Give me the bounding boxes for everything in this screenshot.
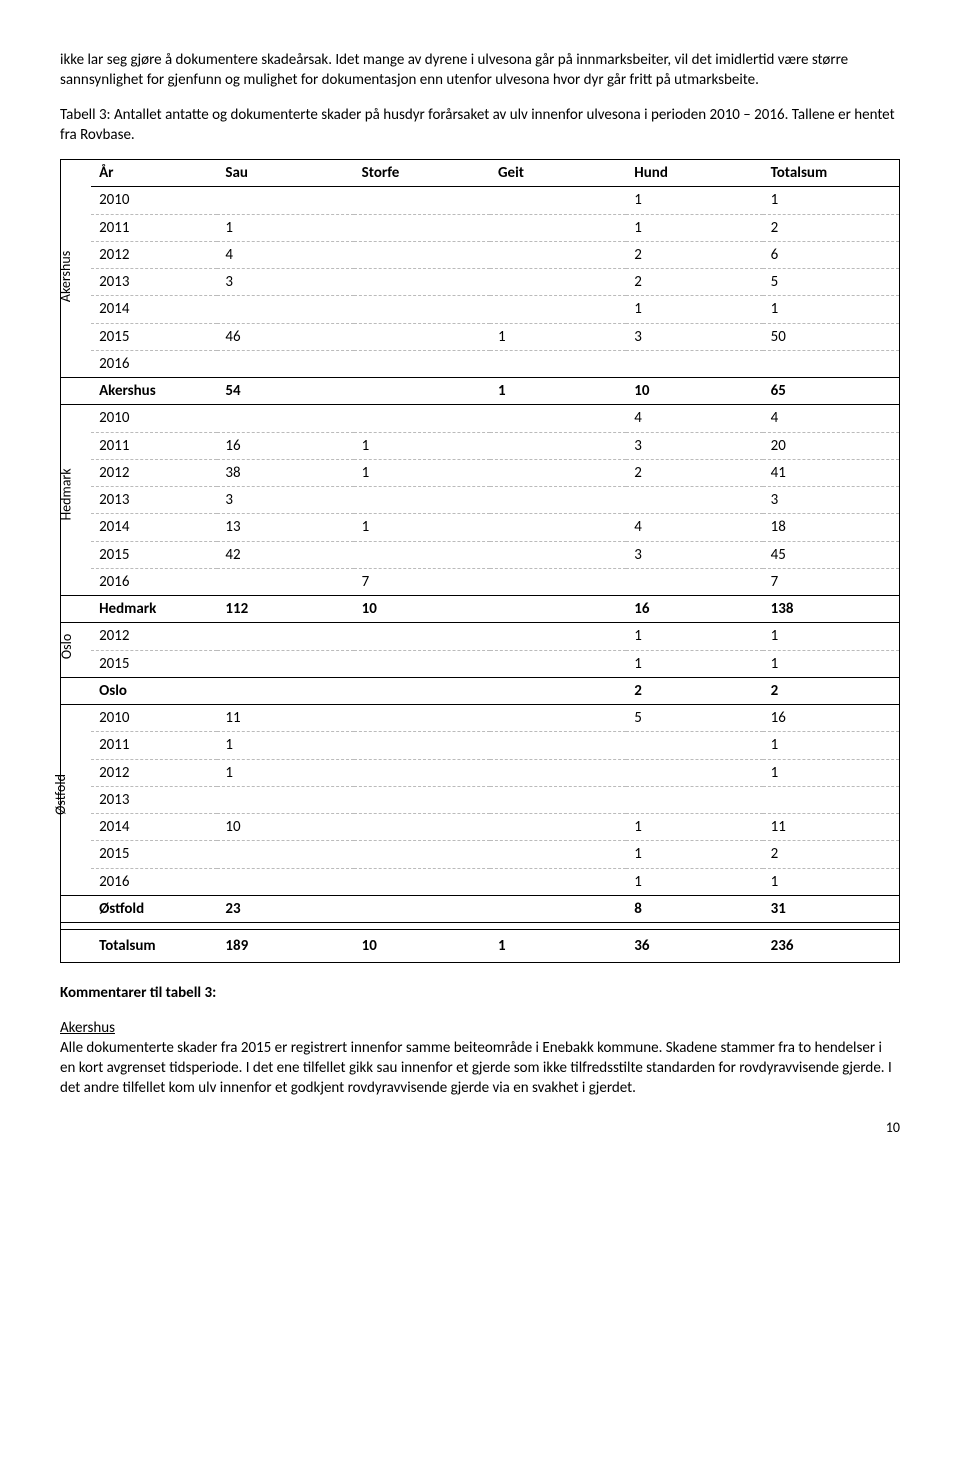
table-row: 2016 [61, 350, 900, 377]
comments-body: Alle dokumenterte skader fra 2015 er reg… [60, 1038, 900, 1099]
header-sau: Sau [217, 160, 353, 187]
table-row: 2014131418 [61, 514, 900, 541]
table-row: 201677 [61, 568, 900, 595]
table-row: 2011112 [61, 214, 900, 241]
table-row: 2015461350 [61, 323, 900, 350]
region-label-oslo: Oslo [58, 634, 77, 659]
table-row: 201410111 [61, 814, 900, 841]
subtotal-row-hedmark: Hedmark1121016138 [61, 596, 900, 623]
table-row: 201512 [61, 841, 900, 868]
table-row: 2013325 [61, 269, 900, 296]
intro-paragraph-2: Tabell 3: Antallet antatte og dokumenter… [60, 105, 900, 146]
region-label-hedmark: Hedmark [58, 469, 77, 521]
table-row: 2013 [61, 786, 900, 813]
region-label-akershus: Akershus [57, 251, 76, 302]
table-row: Oslo 201211 [61, 623, 900, 650]
table-row: 201511 [61, 650, 900, 677]
table-row: 201542345 [61, 541, 900, 568]
table-row: Østfold 201011516 [61, 705, 900, 732]
table-row: 2011161320 [61, 432, 900, 459]
header-blank [61, 160, 92, 187]
page-number: 10 [60, 1119, 900, 1138]
grand-total-row: Totalsum18910136236 [61, 930, 900, 963]
table-row: 201333 [61, 487, 900, 514]
comments-heading: Kommentarer til tabell 3: [60, 983, 900, 1003]
header-totalsum: Totalsum [763, 160, 900, 187]
region-label-ostfold: Østfold [52, 774, 71, 815]
header-year: År [91, 160, 217, 187]
subtotal-row-ostfold: Østfold23831 [61, 895, 900, 922]
table-header-row: År Sau Storfe Geit Hund Totalsum [61, 160, 900, 187]
intro-paragraph-1: ikke lar seg gjøre å dokumentere skadeår… [60, 50, 900, 91]
table-row: 201211 [61, 759, 900, 786]
subtotal-row-oslo: Oslo22 [61, 677, 900, 704]
table-row: Hedmark 201044 [61, 405, 900, 432]
table-row: 201411 [61, 296, 900, 323]
header-hund: Hund [626, 160, 762, 187]
table-row: 2012381241 [61, 459, 900, 486]
table-row: 201611 [61, 868, 900, 895]
header-storfe: Storfe [354, 160, 490, 187]
table-row: 201111 [61, 732, 900, 759]
table-row: 2012426 [61, 241, 900, 268]
damage-table: År Sau Storfe Geit Hund Totalsum Akershu… [60, 159, 900, 963]
header-geit: Geit [490, 160, 626, 187]
comments-subheading: Akershus [60, 1019, 115, 1037]
table-row: Akershus 201011 [61, 187, 900, 214]
subtotal-row-akershus: Akershus5411065 [61, 378, 900, 405]
